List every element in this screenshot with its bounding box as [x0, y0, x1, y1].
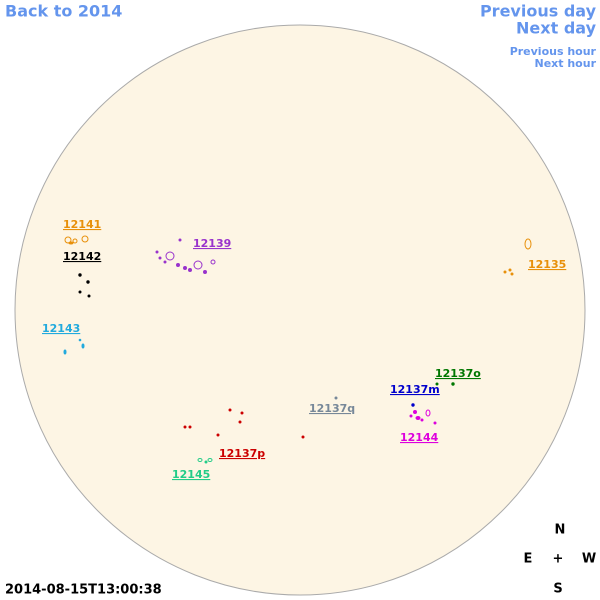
sunspot	[197, 458, 203, 462]
region-label[interactable]: 12139	[193, 237, 231, 250]
sunspot	[158, 256, 162, 260]
sunspot	[413, 410, 417, 414]
sunspot	[210, 259, 216, 265]
sunspot	[86, 280, 90, 284]
next-day-link[interactable]: Next day	[516, 19, 597, 38]
sunspot	[78, 290, 82, 294]
sunspot	[183, 266, 187, 270]
sunspot	[524, 238, 532, 250]
sunspot	[155, 250, 159, 254]
sunspot	[451, 382, 455, 386]
compass-center: +	[553, 552, 564, 567]
prev-day-link[interactable]: Previous day	[480, 2, 597, 21]
sunspot	[165, 251, 175, 261]
region-label[interactable]: 12143	[42, 322, 80, 335]
sunspot	[203, 270, 207, 274]
region-label[interactable]: 12137p	[219, 447, 265, 460]
sunspot	[163, 260, 167, 264]
compass-south: S	[553, 582, 562, 597]
sunspot	[301, 435, 305, 439]
back-link[interactable]: Back to 2014	[5, 2, 122, 21]
sunspot	[81, 235, 89, 243]
sunspot	[193, 260, 203, 270]
sunspot	[188, 268, 192, 272]
sunspot	[503, 270, 507, 274]
sunspot	[78, 338, 82, 342]
solar-disk	[14, 24, 586, 596]
compass-east: E	[524, 552, 533, 567]
sunspot	[183, 425, 187, 429]
sunspot	[433, 421, 437, 425]
next-hour-link[interactable]: Next hour	[535, 57, 597, 70]
sunspot	[78, 273, 82, 277]
sunspot	[228, 408, 232, 412]
region-label[interactable]: 12141	[63, 218, 101, 231]
timestamp: 2014-08-15T13:00:38	[5, 583, 162, 598]
region-label[interactable]: 12137m	[390, 383, 440, 396]
sunspot	[240, 411, 244, 415]
region-label[interactable]: 12145	[172, 468, 210, 481]
sunspot	[334, 396, 338, 400]
region-label[interactable]: 12137o	[435, 367, 481, 380]
sunspot	[87, 294, 91, 298]
sunspot	[508, 268, 512, 272]
sunspot	[63, 349, 67, 355]
sunspot	[425, 409, 431, 417]
sunspot	[178, 238, 182, 242]
prev-hour-link[interactable]: Previous hour	[510, 45, 597, 58]
sunspot	[216, 433, 220, 437]
sunspot	[420, 418, 424, 422]
sunspot	[68, 241, 74, 245]
compass-west: W	[582, 552, 596, 567]
region-label[interactable]: 12137q	[309, 402, 355, 415]
region-label[interactable]: 12144	[400, 431, 439, 444]
compass-north: N	[555, 523, 566, 538]
sunspot	[238, 420, 242, 424]
sunspot	[409, 414, 413, 418]
sunspot	[415, 416, 421, 420]
sunspot	[188, 425, 192, 429]
sunspot	[204, 460, 208, 464]
region-label[interactable]: 12135	[528, 258, 566, 271]
sunspot	[435, 382, 439, 386]
region-label[interactable]: 12142	[63, 250, 101, 263]
sunspot	[176, 263, 180, 267]
sunspot	[411, 403, 415, 407]
sunspot	[64, 236, 72, 244]
sunspot	[207, 458, 213, 462]
sunspot	[81, 343, 85, 349]
sunspot	[72, 238, 78, 244]
sunspot	[510, 272, 514, 276]
